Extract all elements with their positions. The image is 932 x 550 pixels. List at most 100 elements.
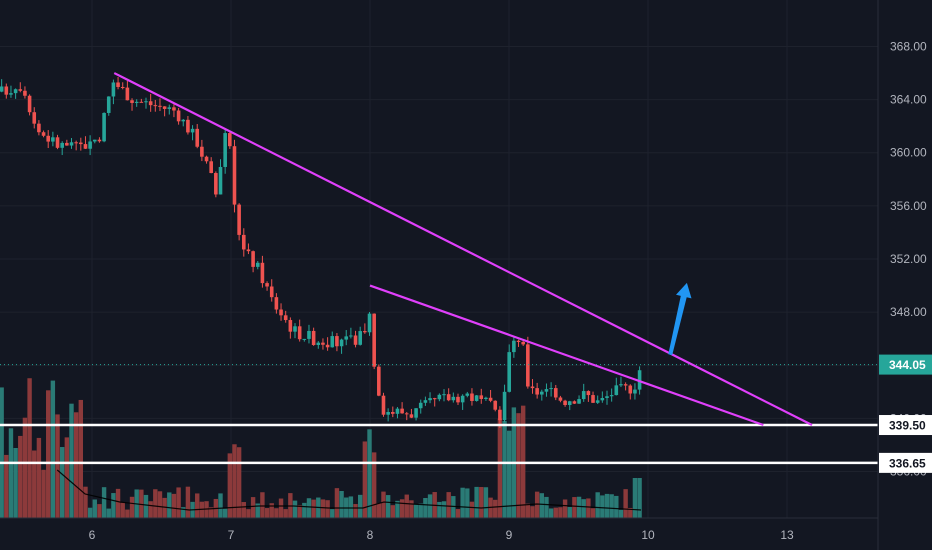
candle-body: [321, 342, 325, 345]
candle-body: [302, 338, 307, 340]
volume-bar: [390, 505, 395, 518]
volume-bar: [609, 494, 614, 518]
candle-body: [377, 366, 381, 396]
candle-body: [195, 128, 200, 147]
candle-body: [190, 128, 195, 133]
candle-body: [65, 142, 69, 146]
volume-bar: [628, 507, 633, 518]
volume-bar: [604, 493, 610, 518]
candle-body: [241, 234, 246, 250]
volume-bar: [330, 509, 335, 518]
candle-body: [544, 389, 549, 392]
candle-body: [251, 251, 255, 267]
candle-body: [125, 87, 130, 101]
volume-bar: [278, 498, 284, 518]
candle-body: [13, 89, 18, 94]
candle-body: [283, 315, 288, 321]
candle-body: [265, 283, 269, 287]
candle-body: [465, 393, 470, 396]
candle-body: [92, 139, 97, 142]
candle-body: [130, 100, 134, 103]
candle-body: [344, 336, 349, 340]
candle-body: [148, 101, 153, 106]
candle-body: [307, 330, 311, 339]
candle-body: [600, 397, 605, 401]
volume-bar: [32, 450, 37, 518]
candle-body: [498, 409, 502, 421]
candle-body: [563, 400, 567, 405]
tag-layer: 344.05 339.50 336.65: [879, 354, 932, 473]
volume-bar: [97, 504, 102, 518]
candle-body: [330, 336, 335, 348]
volume-bar: [218, 493, 223, 518]
candle-body: [595, 400, 600, 403]
candle-body: [120, 86, 125, 88]
candle-body: [390, 412, 395, 414]
volume-bar: [162, 497, 167, 518]
volume-bar: [418, 503, 423, 518]
candle-body: [102, 112, 106, 142]
volume-bar: [302, 502, 307, 518]
candle-body: [577, 399, 581, 404]
volume-bar: [78, 399, 84, 518]
candle-body: [474, 395, 479, 401]
candle-body: [553, 388, 558, 398]
time-tick-label: 9: [506, 528, 513, 542]
price-tick-label: 368.00: [890, 39, 927, 53]
volume-bar: [292, 500, 298, 518]
candle-body: [572, 401, 577, 404]
candle-body: [549, 388, 553, 390]
candle-body: [386, 412, 390, 415]
volume-bar: [241, 502, 246, 518]
trendline[interactable]: [113, 72, 813, 427]
volume-bar: [334, 488, 340, 518]
volume-bar: [41, 469, 46, 518]
volume-bar: [507, 430, 512, 518]
volume-bar: [50, 380, 56, 518]
volume-bar: [139, 489, 144, 518]
candle-body: [74, 142, 78, 144]
volume-bar: [581, 499, 586, 518]
volume-bar: [367, 429, 372, 518]
volume-bar: [623, 489, 628, 518]
volume-bar: [525, 503, 531, 518]
candle-body: [134, 101, 139, 103]
volume-bar: [157, 491, 163, 518]
volume-bar: [339, 491, 344, 518]
volume-bar: [260, 492, 265, 518]
candle-body: [414, 408, 418, 418]
volume-bar: [553, 507, 558, 518]
volume-bar: [222, 508, 228, 518]
trendline[interactable]: [369, 284, 764, 427]
candle-body: [246, 249, 251, 252]
volume-bar: [227, 453, 233, 518]
volume-bar: [371, 452, 377, 518]
volume-bar: [129, 496, 135, 518]
candle-body: [218, 166, 223, 195]
candle-body: [349, 335, 353, 337]
candle-body: [451, 396, 456, 401]
volume-bar: [4, 454, 9, 518]
candle-body: [111, 82, 116, 97]
volume-layer: [0, 378, 642, 518]
candle-body: [493, 400, 498, 410]
volume-bar: [232, 444, 237, 518]
volume-bar: [22, 417, 28, 518]
candle-body: [204, 156, 209, 162]
up-arrow[interactable]: [668, 282, 692, 356]
candle-body: [381, 395, 386, 415]
candle-body: [0, 86, 4, 92]
volume-bar: [171, 493, 177, 518]
volume-bar: [595, 492, 600, 518]
candle-body: [628, 385, 633, 394]
price-tick-label: 356.00: [890, 199, 927, 213]
candle-body: [88, 141, 92, 149]
volume-bar: [404, 494, 409, 518]
candle-body: [530, 386, 535, 389]
volume-bar: [539, 493, 545, 518]
volume-bar: [46, 390, 51, 518]
level-price-tag-bg: [879, 415, 932, 436]
volume-bar: [358, 494, 363, 518]
candle-body: [37, 123, 41, 133]
